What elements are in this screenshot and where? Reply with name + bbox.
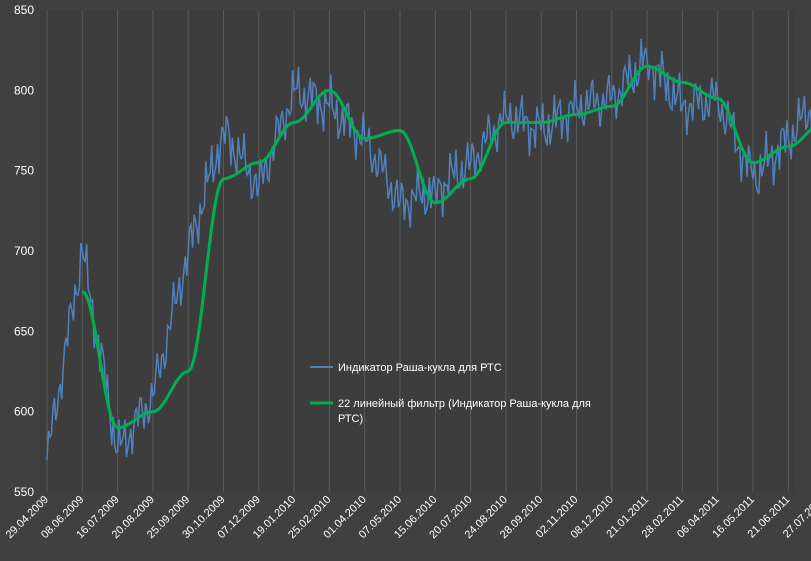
y-tick-label: 850 <box>14 3 34 17</box>
y-tick-label: 800 <box>14 83 34 97</box>
y-tick-label: 600 <box>14 405 34 419</box>
y-tick-label: 700 <box>14 244 34 258</box>
legend: Индикатор Раша-кукла для РТС 22 линейный… <box>310 362 594 425</box>
y-tick-label: 750 <box>14 164 34 178</box>
y-axis: 550 600 650 700 750 800 850 <box>14 3 34 499</box>
legend-label-series-2-line-1: 22 линейный фильтр (Индикатор Раша-кукла… <box>338 398 591 410</box>
y-tick-label: 550 <box>14 485 34 499</box>
legend-label-series-2: 22 линейный фильтр (Индикатор Раша-кукла… <box>338 398 594 425</box>
series-2-line <box>81 64 811 430</box>
legend-label-series-2-line-2: РТС) <box>338 413 363 425</box>
grid <box>46 10 789 492</box>
y-tick-label: 650 <box>14 324 34 338</box>
series-lines <box>46 38 811 460</box>
legend-label-series-1: Индикатор Раша-кукла для РТС <box>338 362 502 374</box>
